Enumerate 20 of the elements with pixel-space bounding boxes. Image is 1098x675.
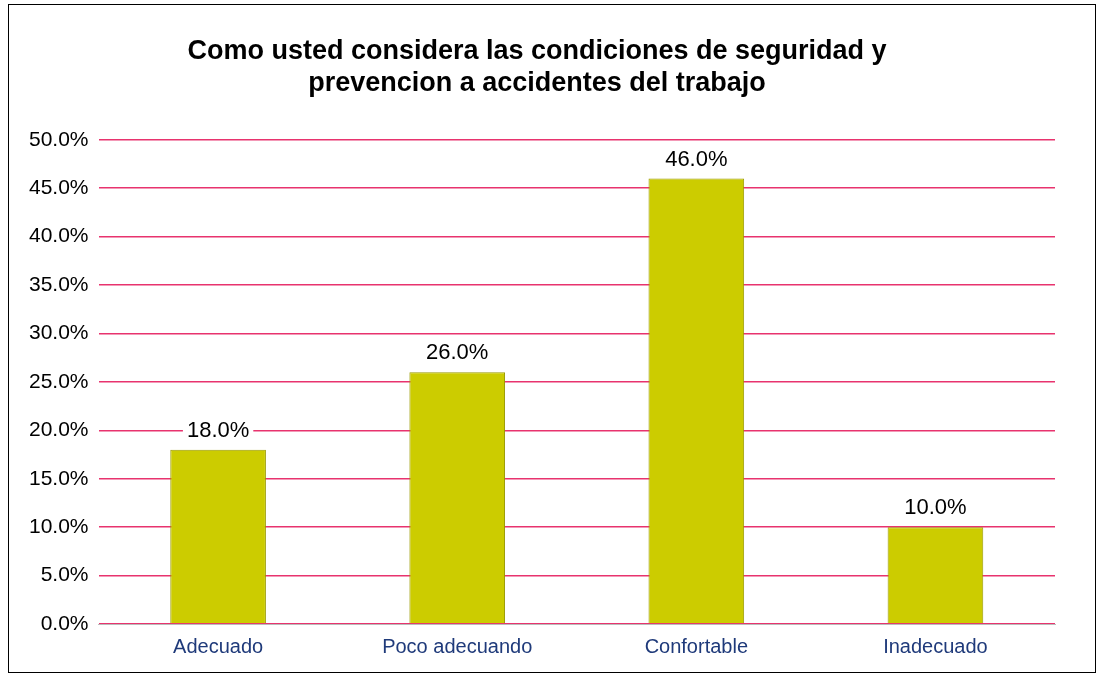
y-tick-label: 25.0%: [29, 368, 89, 392]
data-label: 46.0%: [665, 145, 728, 171]
y-tick-label: 45.0%: [29, 175, 89, 199]
x-tick-label: Confortable: [644, 634, 749, 657]
x-tick-label: Poco adecuando: [382, 634, 533, 657]
y-tick-label: 0.0%: [40, 610, 89, 634]
y-tick-label: 15.0%: [29, 465, 89, 489]
data-label: 26.0%: [426, 339, 489, 365]
x-tick-label: Adecuado: [173, 634, 264, 657]
y-tick-label: 30.0%: [29, 320, 89, 344]
y-tick-label: 50.0%: [29, 126, 89, 150]
data-label: 10.0%: [904, 494, 967, 520]
chart-title: Como usted considera las condiciones de seguridad y prevencion a accidentes del trabajo: [187, 34, 887, 98]
y-tick-label: 40.0%: [29, 223, 89, 247]
y-tick-label: 5.0%: [40, 562, 89, 586]
x-tick-label: Inadecuado: [883, 634, 988, 657]
y-tick-label: 35.0%: [29, 271, 89, 295]
data-label: 18.0%: [186, 416, 250, 442]
y-tick-label: 20.0%: [29, 417, 89, 441]
y-tick-label: 10.0%: [29, 513, 89, 537]
